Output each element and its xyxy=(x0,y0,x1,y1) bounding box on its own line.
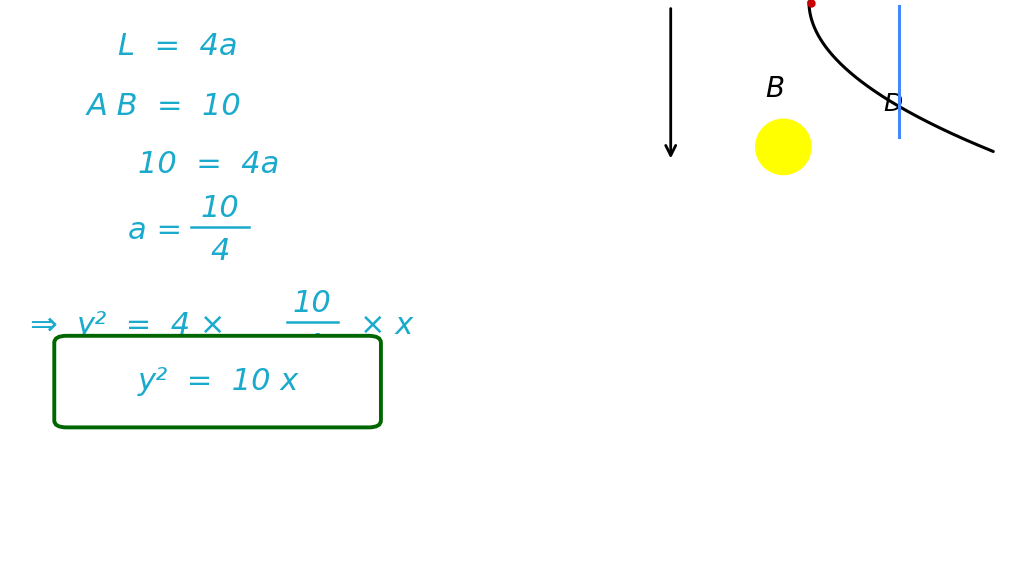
Text: 4: 4 xyxy=(303,332,322,361)
Text: y²  =  4 ×: y² = 4 × xyxy=(77,311,226,340)
Text: 10: 10 xyxy=(293,289,332,318)
Text: 10  =  4a: 10 = 4a xyxy=(138,150,280,179)
FancyBboxPatch shape xyxy=(54,336,381,427)
Text: L  =  4a: L = 4a xyxy=(118,32,238,60)
Text: a =: a = xyxy=(128,216,182,245)
Text: B: B xyxy=(765,75,784,103)
Text: × x: × x xyxy=(360,311,414,340)
Text: y²  =  10 x: y² = 10 x xyxy=(137,367,299,396)
Text: 4: 4 xyxy=(211,237,229,266)
Text: 10: 10 xyxy=(201,194,240,223)
Text: A B  =  10: A B = 10 xyxy=(87,92,242,121)
Text: ⇒: ⇒ xyxy=(29,309,56,342)
Text: D: D xyxy=(884,92,903,116)
Ellipse shape xyxy=(756,119,811,175)
